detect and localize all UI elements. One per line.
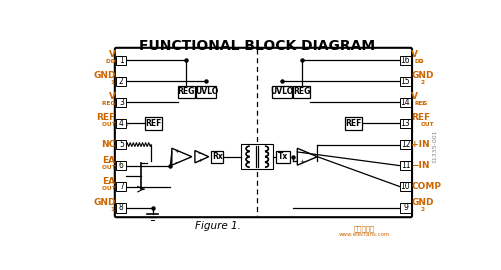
Text: REG: REG [413,101,427,106]
Text: 1: 1 [119,56,124,65]
Text: Rx: Rx [211,152,222,161]
FancyBboxPatch shape [115,48,411,217]
Text: 15: 15 [400,77,409,86]
Bar [400,203,410,212]
Text: −: − [299,150,304,154]
Bar [400,98,410,107]
Text: OUT: OUT [420,122,433,127]
Bar [178,86,194,98]
Text: 7: 7 [119,182,124,191]
Bar [116,56,126,65]
Bar [400,182,410,191]
Text: V: V [410,50,417,59]
Bar [275,151,289,163]
Bar [210,151,223,163]
Text: 11335-001: 11335-001 [431,130,436,163]
Text: REG: REG [177,87,195,96]
Text: 1: 1 [107,207,115,212]
Bar [116,119,126,128]
Text: 2: 2 [421,101,424,106]
Text: GND: GND [410,198,433,207]
Text: V: V [108,92,115,101]
Bar [116,98,126,107]
Text: 2: 2 [123,164,127,170]
Bar [240,144,273,169]
Text: V: V [410,92,417,101]
Text: +IN: +IN [410,140,429,149]
Text: DD: DD [100,59,115,64]
Bar [400,161,410,170]
Text: Figure 1.: Figure 1. [195,221,240,231]
Text: EA: EA [102,177,115,186]
Text: 2: 2 [119,77,124,86]
Bar [293,86,310,98]
Bar [145,117,161,130]
Text: +: + [174,150,179,154]
Text: REF: REF [145,119,161,128]
Text: +: + [299,159,304,164]
Bar [116,161,126,170]
Text: UVLO: UVLO [270,87,293,96]
Text: OUT: OUT [96,122,115,127]
Text: 1: 1 [125,122,128,127]
Text: COMP: COMP [410,182,440,191]
Text: 2: 2 [418,59,422,64]
Text: 5: 5 [119,140,124,149]
Text: 电子发烧友: 电子发烧友 [353,225,374,232]
Text: 8: 8 [119,204,124,212]
Text: 2: 2 [420,207,424,212]
Text: OUT: OUT [96,186,115,191]
Text: 3: 3 [119,98,124,107]
Text: GND: GND [93,71,115,80]
Bar [400,56,410,65]
Text: 9: 9 [402,204,407,212]
Text: REF: REF [345,119,361,128]
Text: 2: 2 [420,80,424,85]
Text: −: − [174,159,179,164]
Text: GND: GND [93,198,115,207]
Text: 11: 11 [400,161,409,170]
Text: REF: REF [96,113,115,122]
Text: 16: 16 [400,56,409,65]
Text: −IN: −IN [410,161,429,170]
Bar [344,117,361,130]
Bar [116,203,126,212]
Text: 1: 1 [122,101,125,106]
Text: www.elecfans.com: www.elecfans.com [338,232,389,237]
Text: 14: 14 [400,98,409,107]
Text: 4: 4 [119,119,124,128]
Text: 1: 1 [120,59,124,64]
Text: DD: DD [413,59,423,64]
Text: REG: REG [96,101,115,106]
Bar [116,182,126,191]
Bar [116,140,126,149]
Text: −: − [197,151,202,156]
Text: V: V [108,50,115,59]
Text: 13: 13 [400,119,409,128]
Text: OUT: OUT [96,164,115,170]
Bar [116,77,126,86]
Text: 10: 10 [400,182,409,191]
Text: Tx: Tx [277,152,287,161]
Text: +: + [197,158,202,163]
Bar [400,77,410,86]
Text: GND: GND [410,71,433,80]
Text: UVLO: UVLO [194,87,217,96]
Text: NC: NC [101,140,115,149]
Text: EA: EA [102,156,115,164]
Bar [196,86,216,98]
Text: 1: 1 [107,80,115,85]
Text: FUNCTIONAL BLOCK DIAGRAM: FUNCTIONAL BLOCK DIAGRAM [139,39,375,53]
Text: REG: REG [293,87,310,96]
Text: 6: 6 [119,161,124,170]
Bar [400,119,410,128]
Text: REF: REF [410,113,429,122]
Bar [400,140,410,149]
Bar [272,86,292,98]
Text: 12: 12 [400,140,409,149]
